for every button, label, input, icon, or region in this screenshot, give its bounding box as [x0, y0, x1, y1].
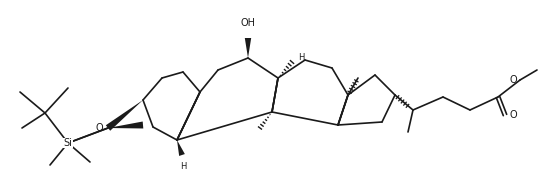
- Text: O: O: [509, 110, 517, 120]
- Text: Si: Si: [63, 138, 73, 148]
- Polygon shape: [108, 121, 143, 128]
- Text: H: H: [180, 162, 186, 171]
- Polygon shape: [177, 140, 185, 156]
- Text: O: O: [509, 75, 517, 85]
- Text: H: H: [298, 54, 305, 63]
- Text: O: O: [95, 123, 103, 133]
- Polygon shape: [245, 38, 251, 58]
- Polygon shape: [106, 100, 143, 131]
- Text: OH: OH: [241, 18, 255, 28]
